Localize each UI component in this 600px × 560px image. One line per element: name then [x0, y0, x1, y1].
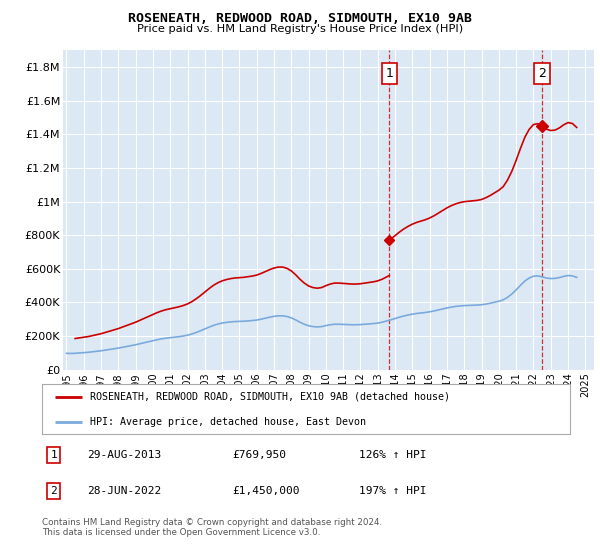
Text: 197% ↑ HPI: 197% ↑ HPI [359, 486, 426, 496]
Text: Price paid vs. HM Land Registry's House Price Index (HPI): Price paid vs. HM Land Registry's House … [137, 24, 463, 34]
Text: 28-JUN-2022: 28-JUN-2022 [87, 486, 161, 496]
Text: 1: 1 [50, 450, 57, 460]
Text: 29-AUG-2013: 29-AUG-2013 [87, 450, 161, 460]
Text: 126% ↑ HPI: 126% ↑ HPI [359, 450, 426, 460]
Text: ROSENEATH, REDWOOD ROAD, SIDMOUTH, EX10 9AB (detached house): ROSENEATH, REDWOOD ROAD, SIDMOUTH, EX10 … [89, 391, 449, 402]
Text: Contains HM Land Registry data © Crown copyright and database right 2024.
This d: Contains HM Land Registry data © Crown c… [42, 518, 382, 538]
Text: 2: 2 [50, 486, 57, 496]
Text: ROSENEATH, REDWOOD ROAD, SIDMOUTH, EX10 9AB: ROSENEATH, REDWOOD ROAD, SIDMOUTH, EX10 … [128, 12, 472, 25]
Text: £1,450,000: £1,450,000 [232, 486, 299, 496]
Text: 2: 2 [538, 67, 546, 80]
Text: 1: 1 [385, 67, 393, 80]
Text: HPI: Average price, detached house, East Devon: HPI: Average price, detached house, East… [89, 417, 365, 427]
Text: £769,950: £769,950 [232, 450, 286, 460]
